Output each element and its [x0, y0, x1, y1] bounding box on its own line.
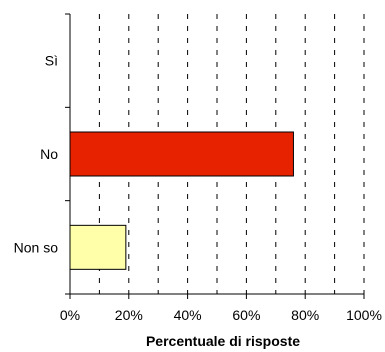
- category-labels: Sì No Non so: [14, 53, 59, 256]
- category-label: Sì: [45, 53, 58, 69]
- x-tick-label: 20%: [115, 307, 143, 323]
- x-axis-title: Percentuale di risposte: [146, 333, 300, 349]
- x-tick-label: 40%: [174, 307, 202, 323]
- x-tick-label: 100%: [346, 307, 382, 323]
- x-tick-label: 80%: [291, 307, 319, 323]
- bar: [69, 224, 127, 270]
- category-label: No: [40, 146, 58, 162]
- x-tick-label: 0%: [60, 307, 80, 323]
- x-tick-label: 60%: [232, 307, 260, 323]
- axes: [65, 13, 365, 299]
- tick-labels: 0% 20% 40% 60% 80% 100%: [60, 307, 382, 323]
- bars: [69, 131, 294, 270]
- category-label: Non so: [14, 239, 59, 255]
- bar: [69, 131, 294, 177]
